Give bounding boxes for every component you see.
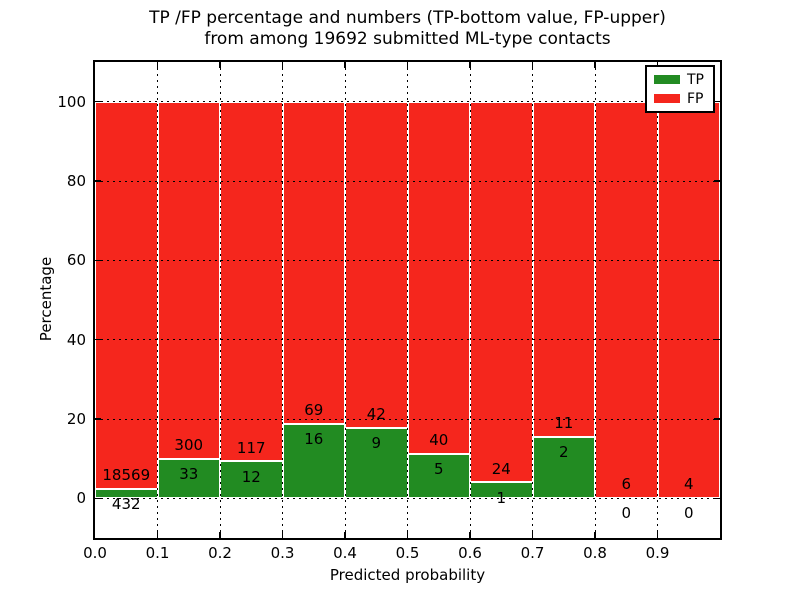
x-tick-label: 0.8 xyxy=(583,544,607,562)
gridline-vertical xyxy=(594,62,596,538)
legend-label-tp: TP xyxy=(687,71,704,88)
fp-bar xyxy=(220,101,283,462)
x-tick-mark xyxy=(406,532,409,538)
gridline-vertical xyxy=(532,62,533,538)
legend-label-fp: FP xyxy=(687,90,704,107)
y-tick-mark xyxy=(714,497,720,500)
plot-area: 18569 432 300 33 117 12 69 16 42 9 40 5 24 1 11 2 6 0 4 0 xyxy=(93,60,722,540)
x-tick-mark xyxy=(344,532,346,538)
gridline-vertical xyxy=(282,62,283,538)
fp-count-label: 69 xyxy=(304,400,324,419)
x-tick-mark xyxy=(531,62,534,68)
x-tick-label: 0.1 xyxy=(145,544,170,562)
y-tick-label: 80 xyxy=(66,172,86,190)
x-tick-label: 0.7 xyxy=(520,544,545,562)
y-tick-label: 20 xyxy=(66,410,86,428)
tp-count-label: 33 xyxy=(179,465,199,484)
fp-swatch-icon xyxy=(654,94,680,103)
fp-bar xyxy=(95,101,158,490)
y-tick-mark xyxy=(95,418,101,420)
fp-bar xyxy=(157,101,220,460)
y-tick-mark xyxy=(95,259,101,262)
fp-count-label: 18569 xyxy=(102,466,151,485)
fp-count-label: 24 xyxy=(491,459,511,478)
x-tick-mark xyxy=(406,62,409,68)
tp-count-label: 5 xyxy=(433,460,444,479)
x-tick-mark xyxy=(156,532,159,538)
tp-count-label: 12 xyxy=(241,467,261,486)
fp-count-label: 40 xyxy=(429,431,449,450)
x-tick-mark xyxy=(469,62,471,68)
x-tick-label: 0.9 xyxy=(645,544,670,562)
fp-count-label: 4 xyxy=(683,475,694,494)
chart-title-line2: from among 19692 submitted ML-type conta… xyxy=(204,29,611,49)
chart-title-line1: TP /FP percentage and numbers (TP-bottom… xyxy=(149,8,666,28)
y-tick-mark xyxy=(95,338,101,341)
fp-count-label: 300 xyxy=(174,436,204,455)
x-tick-mark xyxy=(156,62,159,68)
tp-swatch-icon xyxy=(654,75,680,84)
tp-count-label: 432 xyxy=(111,495,141,514)
tp-count-label: 0 xyxy=(621,504,632,523)
x-tick-mark xyxy=(281,62,284,68)
fp-bar xyxy=(532,101,595,438)
fp-count-label: 11 xyxy=(554,414,574,433)
y-tick-mark xyxy=(714,259,720,262)
legend: TP FP xyxy=(645,65,715,113)
gridline-vertical xyxy=(407,62,408,538)
x-tick-mark xyxy=(219,532,221,538)
x-tick-label: 0.5 xyxy=(395,544,420,562)
y-tick-mark xyxy=(714,338,720,341)
tp-count-label: 9 xyxy=(371,434,382,453)
tp-count-label: 2 xyxy=(558,443,569,462)
x-tick-mark xyxy=(281,532,284,538)
y-tick-label: 0 xyxy=(76,489,86,508)
x-tick-mark xyxy=(656,532,659,538)
y-tick-mark xyxy=(95,180,101,182)
y-tick-mark xyxy=(714,100,720,103)
y-tick-label: 40 xyxy=(66,330,86,349)
x-tick-mark xyxy=(344,62,346,68)
tp-count-label: 1 xyxy=(496,488,507,507)
x-tick-label: 0.4 xyxy=(333,544,357,562)
x-tick-label: 0.2 xyxy=(208,544,232,562)
legend-entry-tp: TP xyxy=(654,73,706,87)
y-tick-mark xyxy=(95,100,101,103)
x-tick-mark xyxy=(219,62,221,68)
gridline-vertical xyxy=(469,62,471,538)
tp-count-label: 16 xyxy=(304,429,324,448)
y-tick-mark xyxy=(95,497,101,500)
x-tick-mark xyxy=(594,62,596,68)
fp-count-label: 117 xyxy=(236,438,266,457)
fp-count-label: 6 xyxy=(621,475,632,494)
tp-count-label: 0 xyxy=(683,504,694,523)
fp-bar xyxy=(657,101,720,499)
fp-bar xyxy=(407,101,470,455)
gridline-vertical xyxy=(157,62,158,538)
fp-bar xyxy=(282,101,345,424)
x-tick-mark xyxy=(469,532,471,538)
x-tick-label: 0.3 xyxy=(270,544,295,562)
fp-bar xyxy=(470,101,533,483)
gridline-vertical xyxy=(657,62,658,538)
y-tick-mark xyxy=(714,180,720,182)
x-axis-label: Predicted probability xyxy=(329,566,486,584)
fp-count-label: 42 xyxy=(366,405,386,424)
y-tick-label: 60 xyxy=(66,251,86,270)
gridline-vertical xyxy=(344,62,346,538)
x-tick-mark xyxy=(594,532,596,538)
fp-bar xyxy=(595,101,658,499)
gridline-vertical xyxy=(219,62,221,538)
fp-bar xyxy=(345,101,408,429)
y-tick-label: 100 xyxy=(57,92,86,111)
y-tick-mark xyxy=(714,418,720,420)
y-axis-label: Percentage xyxy=(37,256,55,342)
x-tick-label: 0.0 xyxy=(83,544,107,562)
x-tick-label: 0.6 xyxy=(458,544,482,562)
chart-title: TP /FP percentage and numbers (TP-bottom… xyxy=(93,8,722,50)
legend-entry-fp: FP xyxy=(654,92,706,106)
x-tick-mark xyxy=(531,532,534,538)
